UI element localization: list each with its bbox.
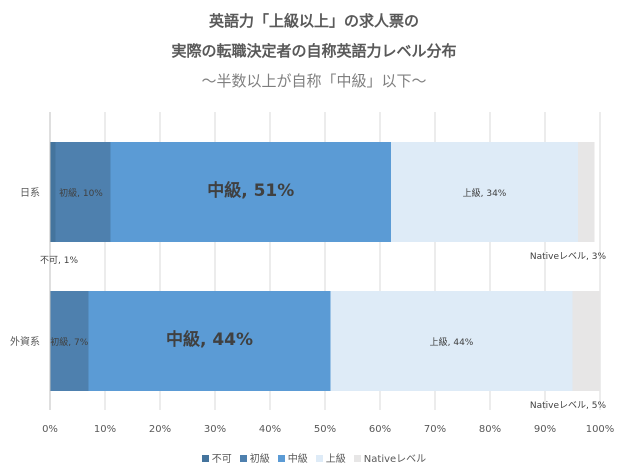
legend-swatch xyxy=(201,455,209,462)
legend-item: 不可 xyxy=(201,450,232,465)
bar-segment-0-初級 xyxy=(55,142,111,242)
data-label: 初級, 7% xyxy=(50,336,88,348)
chart-title-line1: 英語力「上級以上」の求人票の xyxy=(208,12,419,30)
x-tick-label: 70% xyxy=(424,424,446,435)
data-label: 初級, 10% xyxy=(59,187,103,199)
legend-item: 初級 xyxy=(239,450,270,465)
bar-segment-0-中級 xyxy=(110,142,391,242)
bar-segment-0-上級 xyxy=(391,142,578,242)
data-label: 上級, 44% xyxy=(430,336,474,348)
data-label: 中級, 44% xyxy=(166,329,253,350)
legend-label: 上級 xyxy=(325,454,346,465)
y-category-label: 外資系 xyxy=(10,336,40,348)
legend-label: 初級 xyxy=(249,454,270,465)
data-label: 中級, 51% xyxy=(207,180,294,201)
legend-item: Nativeレベル xyxy=(353,450,427,465)
x-tick-label: 50% xyxy=(314,424,336,435)
legend-label: 中級 xyxy=(287,454,308,465)
y-category-label: 日系 xyxy=(20,187,40,199)
legend-item: 中級 xyxy=(277,450,308,465)
legend-swatch xyxy=(353,455,361,462)
x-tick-label: 30% xyxy=(204,424,226,435)
bar-segment-1-Nativeレベル xyxy=(572,291,600,391)
legend-label: 不可 xyxy=(211,454,232,465)
x-tick-label: 10% xyxy=(94,424,116,435)
chart-title-line2: 実際の転職決定者の自称英語力レベル分布 xyxy=(171,42,457,60)
legend-item: 上級 xyxy=(315,450,346,465)
bar-segment-1-上級 xyxy=(330,291,573,391)
x-tick-label: 80% xyxy=(479,424,501,435)
bar-segment-1-中級 xyxy=(88,291,331,391)
chart-subtitle: 〜半数以上が自称「中級」以下〜 xyxy=(201,72,427,90)
bar-segment-1-初級 xyxy=(50,291,89,391)
legend-label: Nativeレベル xyxy=(363,454,427,465)
legend-swatch xyxy=(315,455,323,462)
x-tick-label: 40% xyxy=(259,424,281,435)
legend-swatch xyxy=(239,455,247,462)
bar-segment-0-Nativeレベル xyxy=(578,142,595,242)
data-label: Nativeレベル, 3% xyxy=(530,252,607,262)
data-label: Nativeレベル, 5% xyxy=(530,401,607,411)
x-tick-label: 20% xyxy=(149,424,171,435)
x-tick-label: 60% xyxy=(369,424,391,435)
x-tick-label: 100% xyxy=(586,424,615,435)
bar-segment-0-不可 xyxy=(50,142,56,242)
data-label: 不可, 1% xyxy=(40,255,78,266)
x-tick-label: 90% xyxy=(534,424,556,435)
data-label: 上級, 34% xyxy=(463,187,507,199)
chart-legend: 不可 初級 中級 上級 Nativeレベル xyxy=(0,450,628,465)
legend-swatch xyxy=(277,455,285,462)
x-tick-label: 0% xyxy=(42,424,58,435)
